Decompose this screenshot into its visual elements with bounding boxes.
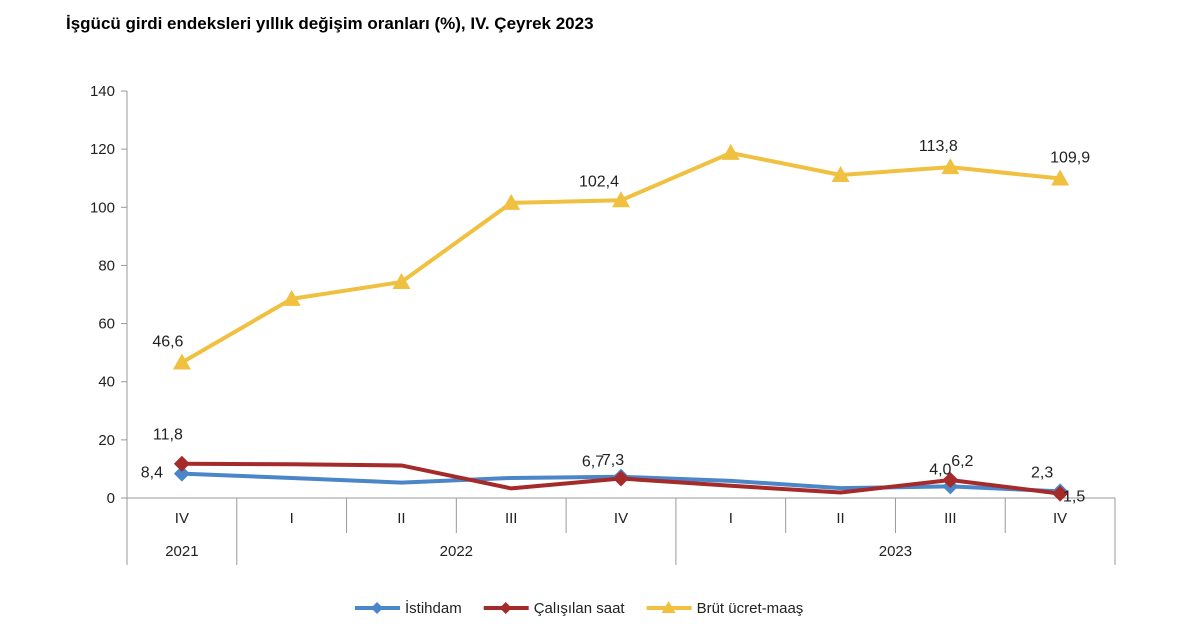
legend-marker-diamond	[499, 602, 512, 614]
y-tick-label: 80	[98, 257, 115, 274]
data-point-diamond	[942, 471, 959, 488]
y-tick-label: 60	[98, 316, 115, 333]
data-label: 1,5	[1063, 489, 1085, 506]
legend-marker-triangle	[661, 601, 676, 613]
data-point-triangle	[282, 289, 301, 306]
x-tick-label: IV	[175, 510, 189, 527]
y-tick-label: 140	[90, 83, 115, 100]
y-tick-label: 120	[90, 141, 115, 158]
y-tick-label: 0	[107, 490, 115, 507]
data-label: 4,0	[929, 461, 951, 478]
data-label: 46,6	[152, 334, 183, 351]
x-tick-label: IV	[1053, 510, 1067, 527]
data-point-triangle	[721, 143, 740, 160]
data-label: 6,7	[582, 454, 604, 471]
series-line-2	[180, 150, 1061, 365]
year-label: 2022	[440, 543, 473, 560]
data-label: 7,3	[602, 452, 624, 469]
year-label: 2023	[879, 543, 912, 560]
x-tick-label: III	[944, 510, 957, 527]
data-label: 113,8	[919, 138, 958, 155]
chart-title: İşgücü girdi endeksleri yıllık değişim o…	[66, 14, 594, 33]
legend-marker-diamond	[371, 602, 383, 614]
data-label: 6,2	[951, 453, 973, 470]
data-point-triangle	[941, 158, 960, 175]
data-label: 102,4	[579, 173, 619, 190]
data-point-triangle	[502, 193, 521, 210]
data-point-diamond	[613, 470, 629, 487]
data-point-triangle	[831, 166, 850, 183]
data-point-triangle	[172, 353, 191, 370]
data-point-triangle	[612, 191, 630, 208]
y-tick-label: 40	[98, 374, 115, 391]
legend-label: Çalışılan saat	[534, 600, 626, 617]
x-tick-label: II	[836, 510, 844, 527]
data-label: 2,3	[1031, 464, 1053, 481]
legend-label: İstihdam	[405, 599, 462, 617]
data-label: 11,8	[153, 427, 183, 444]
year-label: 2021	[165, 543, 198, 560]
data-point-diamond	[173, 455, 190, 472]
data-label: 8,4	[141, 465, 163, 482]
y-tick-label: 20	[98, 432, 115, 449]
data-point-triangle	[1051, 169, 1070, 186]
x-tick-label: II	[397, 510, 405, 527]
x-tick-label: III	[505, 510, 518, 527]
x-tick-label: IV	[614, 510, 628, 527]
data-point-diamond	[173, 465, 190, 482]
x-tick-label: I	[729, 510, 733, 527]
data-label: 109,9	[1050, 150, 1090, 167]
y-tick-label: 100	[90, 199, 115, 216]
legend-label: Brüt ücret-maaş	[697, 600, 804, 617]
data-point-triangle	[392, 272, 411, 289]
x-tick-label: I	[290, 510, 294, 527]
data-point-diamond	[1052, 485, 1069, 502]
